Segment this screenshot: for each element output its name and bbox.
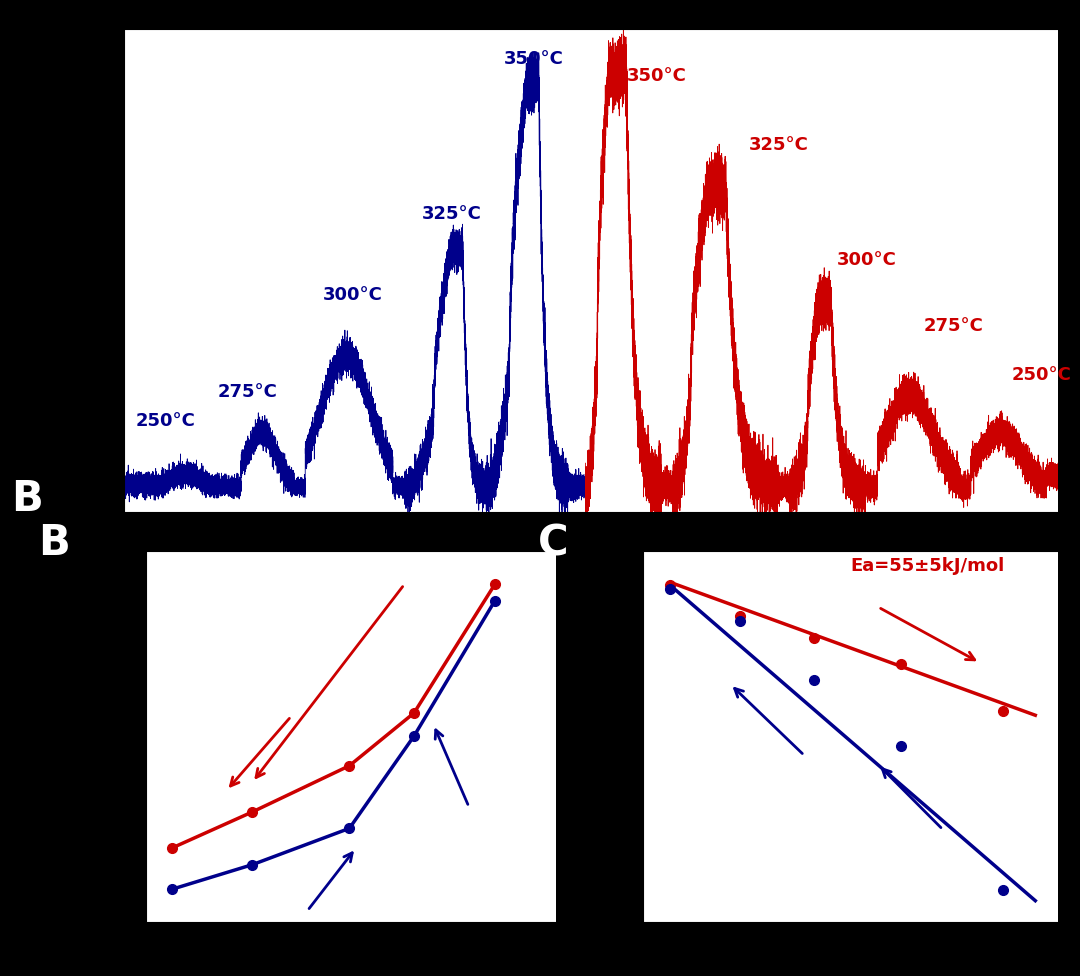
X-axis label: Temperature/K: Temperature/K: [276, 955, 426, 972]
Text: Ea=55±5kJ/mol: Ea=55±5kJ/mol: [851, 557, 1004, 575]
X-axis label: 1000/RT: 1000/RT: [810, 955, 891, 972]
Text: 250°C: 250°C: [1012, 366, 1071, 385]
Text: 275°C: 275°C: [924, 317, 984, 335]
Text: 350°C: 350°C: [503, 50, 564, 67]
Y-axis label: ln(rate(ammonia/s)): ln(rate(ammonia/s)): [590, 635, 607, 838]
Y-axis label: Rate(ammonia/s): Rate(ammonia/s): [93, 650, 110, 824]
Text: 275°C: 275°C: [218, 384, 278, 401]
Text: B: B: [11, 478, 42, 520]
Text: 350°C: 350°C: [626, 67, 686, 85]
Text: 325°C: 325°C: [748, 136, 809, 154]
Text: 325°C: 325°C: [422, 205, 482, 224]
Text: $\times10^{-14}$: $\times10^{-14}$: [120, 4, 180, 24]
Text: C: C: [538, 522, 568, 564]
Text: 250°C: 250°C: [136, 412, 195, 430]
Text: B: B: [38, 522, 69, 564]
Y-axis label: Ammonia signal of QMS/A: Ammonia signal of QMS/A: [71, 141, 89, 401]
Text: 300°C: 300°C: [837, 251, 896, 269]
Text: 300°C: 300°C: [323, 286, 382, 304]
X-axis label: Time/s: Time/s: [555, 545, 627, 563]
Text: $\times10^{12}$: $\times10^{12}$: [212, 520, 262, 541]
